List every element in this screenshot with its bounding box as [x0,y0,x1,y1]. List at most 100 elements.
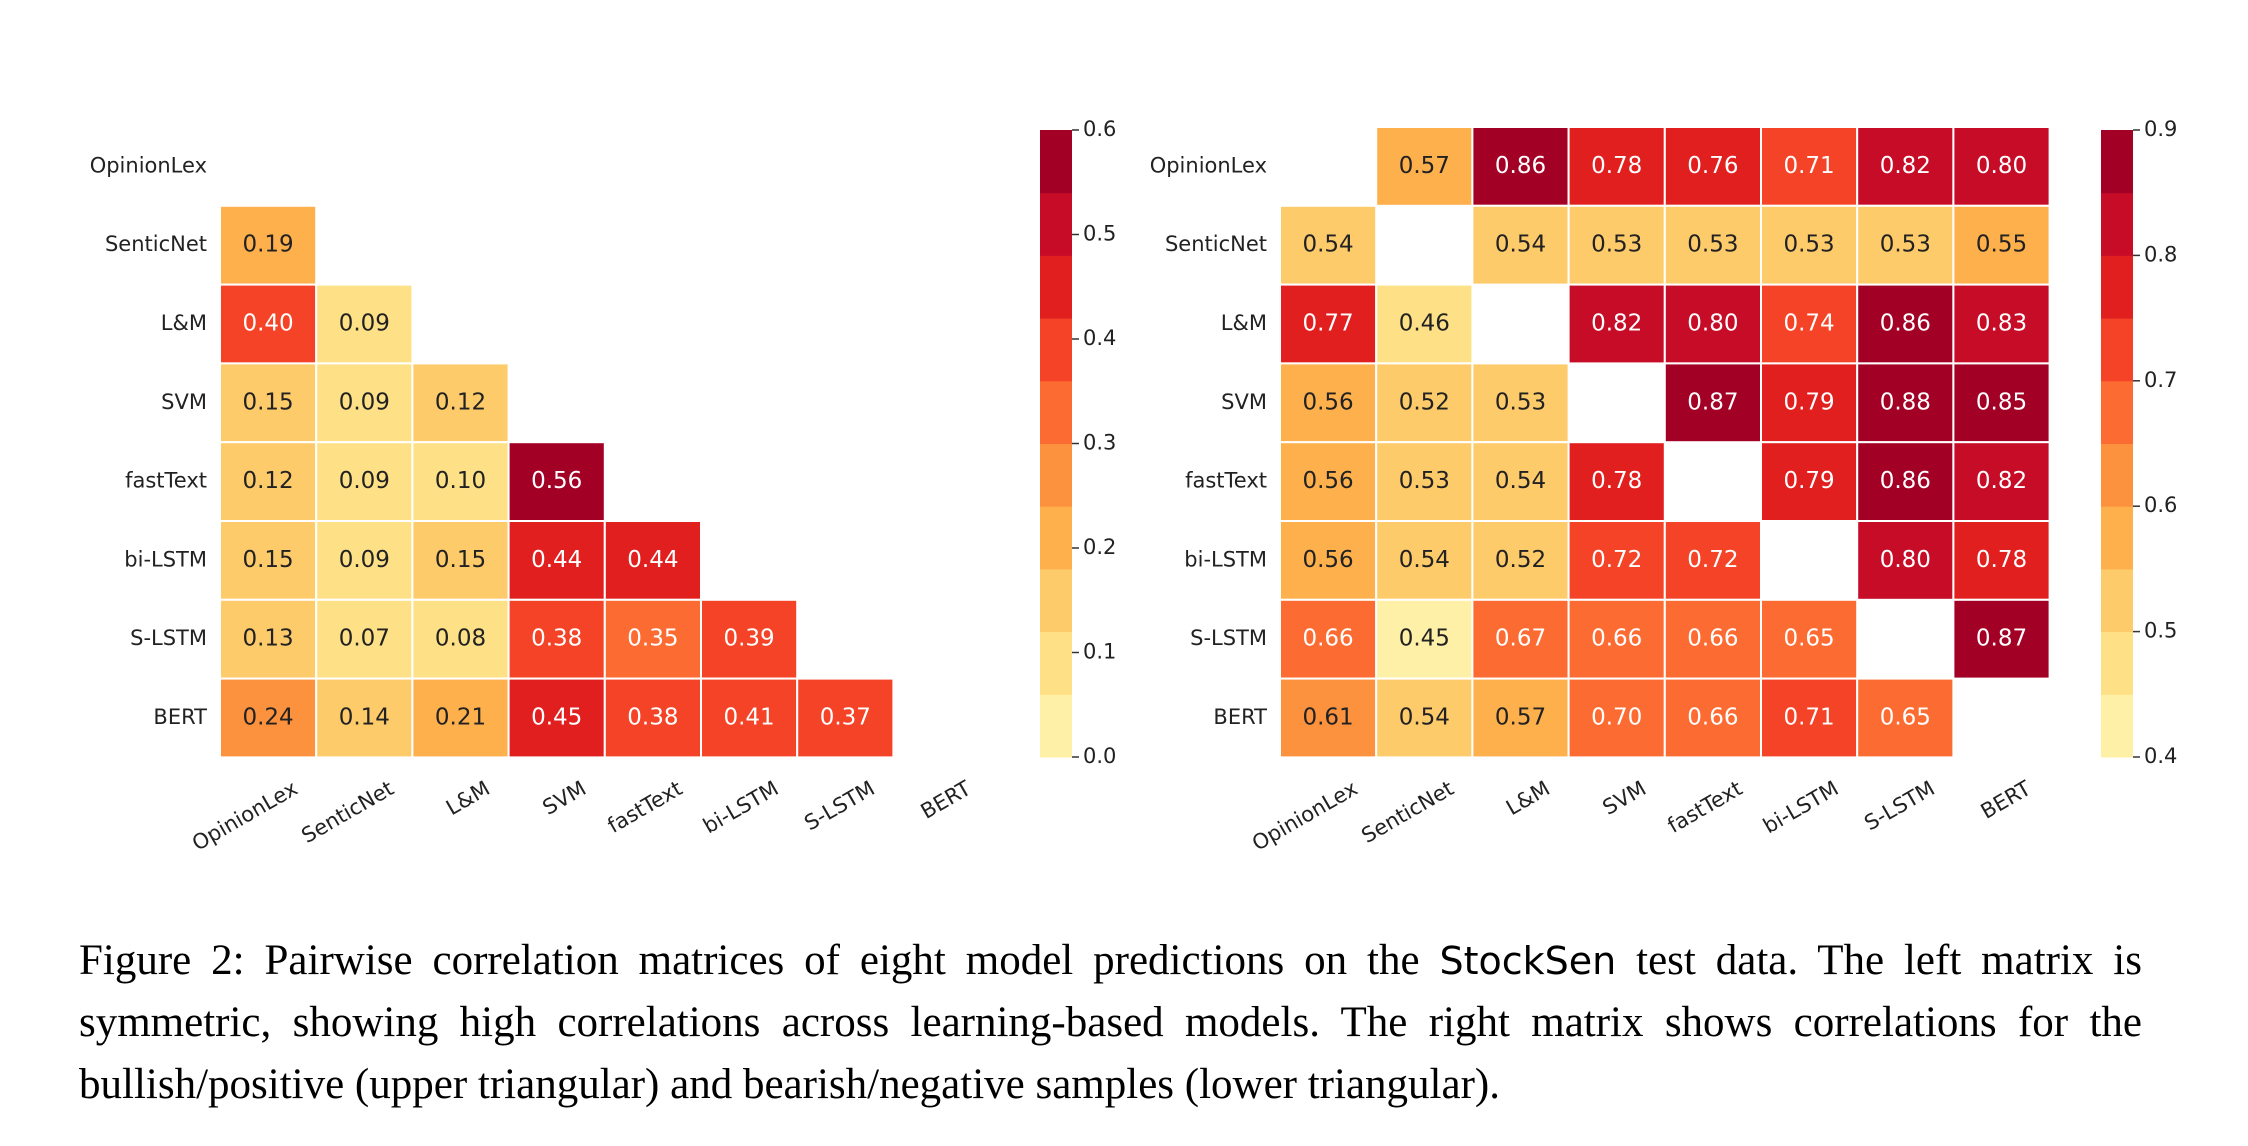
x-tick-label: SenticNet [297,776,397,848]
heatmap-cell [1663,126,1763,207]
x-tick-label: S-LSTM [1860,776,1939,835]
cell-label: 0.56 [1302,389,1353,415]
heatmap-cell [1279,520,1378,601]
y-tick-label: SenticNet [105,232,207,256]
cell-label: 0.77 [1302,311,1353,337]
x-tick-label: fastText [1663,776,1746,838]
cell-label: 0.09 [339,468,390,494]
heatmap-cell [1856,677,1955,759]
colorbar-tick-label: 0.4 [2144,744,2177,768]
colorbar-tick-label: 0.6 [2144,493,2177,517]
heatmap-cell [603,598,702,680]
y-tick-label: SenticNet [1165,232,1267,256]
colorbar-band [2101,443,2133,507]
colorbar-tick-label: 0.5 [2144,619,2177,643]
cell-label: 0.67 [1495,626,1546,652]
cell-label: 0.12 [242,468,293,494]
y-tick-label: OpinionLex [1150,153,1267,177]
heatmap-cell [1663,677,1763,759]
colorbar-band [2101,130,2133,194]
cell-label: 0.15 [242,389,293,415]
cell-label: 0.12 [435,389,486,415]
cell-label: 0.15 [435,547,486,573]
colorbar-band [2101,192,2133,256]
y-tick-label: fastText [125,469,207,493]
cell-label: 0.35 [627,626,678,652]
heatmap-cell [507,598,606,680]
cell-label: 0.57 [1495,705,1546,731]
heatmap-cell [1856,126,1955,207]
cell-label: 0.86 [1495,153,1546,179]
colorbar-band [1040,568,1072,633]
cell-label: 0.54 [1399,705,1450,731]
x-tick-label: bi-LSTM [699,776,783,838]
cell-label: 0.54 [1302,232,1353,258]
y-tick-label: S-LSTM [130,626,207,650]
cell-label: 0.85 [1976,389,2027,415]
heatmap-cell [315,677,414,759]
colorbar-band [2101,318,2133,382]
colorbar-tick-label: 0.4 [1083,326,1116,350]
cell-label: 0.87 [1976,626,2027,652]
caption-text: test data. The left matrix is symmetric,… [79,937,2142,1108]
cell-label: 0.80 [1976,153,2027,179]
colorbar-band [2101,380,2133,444]
colorbar-band [1040,694,1072,758]
y-tick-label: BERT [1213,705,1267,729]
cell-label: 0.15 [242,547,293,573]
cell-label: 0.37 [820,705,871,731]
colorbar-band [1040,255,1072,319]
colorbar-band [1040,631,1072,695]
cell-label: 0.88 [1880,389,1931,415]
heatmap-cell [1760,598,1859,680]
cell-label: 0.45 [1399,626,1450,652]
cell-label: 0.79 [1783,468,1834,494]
heatmap-cell [1663,204,1763,286]
colorbar-band [2101,694,2133,758]
y-tick-label: S-LSTM [1190,626,1267,650]
heatmap-cell [507,520,606,601]
caption-dataset: StockSen [1439,939,1617,983]
colorbar-tick-label: 0.9 [2144,117,2177,141]
heatmap-cell [507,677,606,759]
colorbar-tick-label: 0.0 [1083,744,1116,768]
heatmap-cell [315,598,414,680]
cell-label: 0.09 [339,311,390,337]
cell-label: 0.55 [1976,232,2027,258]
cell-label: 0.39 [723,626,774,652]
heatmap-cell [1471,126,1570,207]
heatmap-cell [1856,204,1955,286]
heatmap-cell [219,283,318,365]
colorbar-tick-label: 0.6 [1083,117,1116,141]
heatmap-cell [411,598,510,680]
heatmap-cell [1952,520,2051,601]
heatmap-cell [1856,441,1955,523]
heatmap-cell [1375,677,1474,759]
cell-label: 0.53 [1687,232,1738,258]
heatmap-cell [700,677,799,759]
heatmap-cell [1471,520,1570,601]
cell-label: 0.54 [1399,547,1450,573]
cell-label: 0.53 [1399,468,1450,494]
heatmap-cell [1952,283,2051,365]
cell-label: 0.86 [1880,311,1931,337]
colorbar-tick-label: 0.5 [1083,222,1116,246]
figure: OpinionLexOpinionLexSenticNetSenticNetL&… [90,117,2178,856]
heatmap-cell [1375,126,1474,207]
heatmap-cell [1760,441,1859,523]
cell-label: 0.54 [1495,468,1546,494]
y-tick-label: L&M [161,311,207,335]
y-tick-label: bi-LSTM [124,547,207,571]
heatmap-cell [1279,283,1378,365]
x-tick-label: L&M [442,776,494,820]
cell-label: 0.72 [1687,547,1738,573]
cell-label: 0.83 [1976,311,2027,337]
cell-label: 0.38 [531,626,582,652]
cell-label: 0.78 [1591,468,1642,494]
colorbar-band [2101,506,2133,570]
heatmap-cell [796,677,895,759]
cell-label: 0.54 [1495,232,1546,258]
heatmap-cell [219,204,318,286]
caption-text: Figure 2: Pairwise correlation matrices … [79,937,1440,984]
cell-label: 0.66 [1591,626,1642,652]
